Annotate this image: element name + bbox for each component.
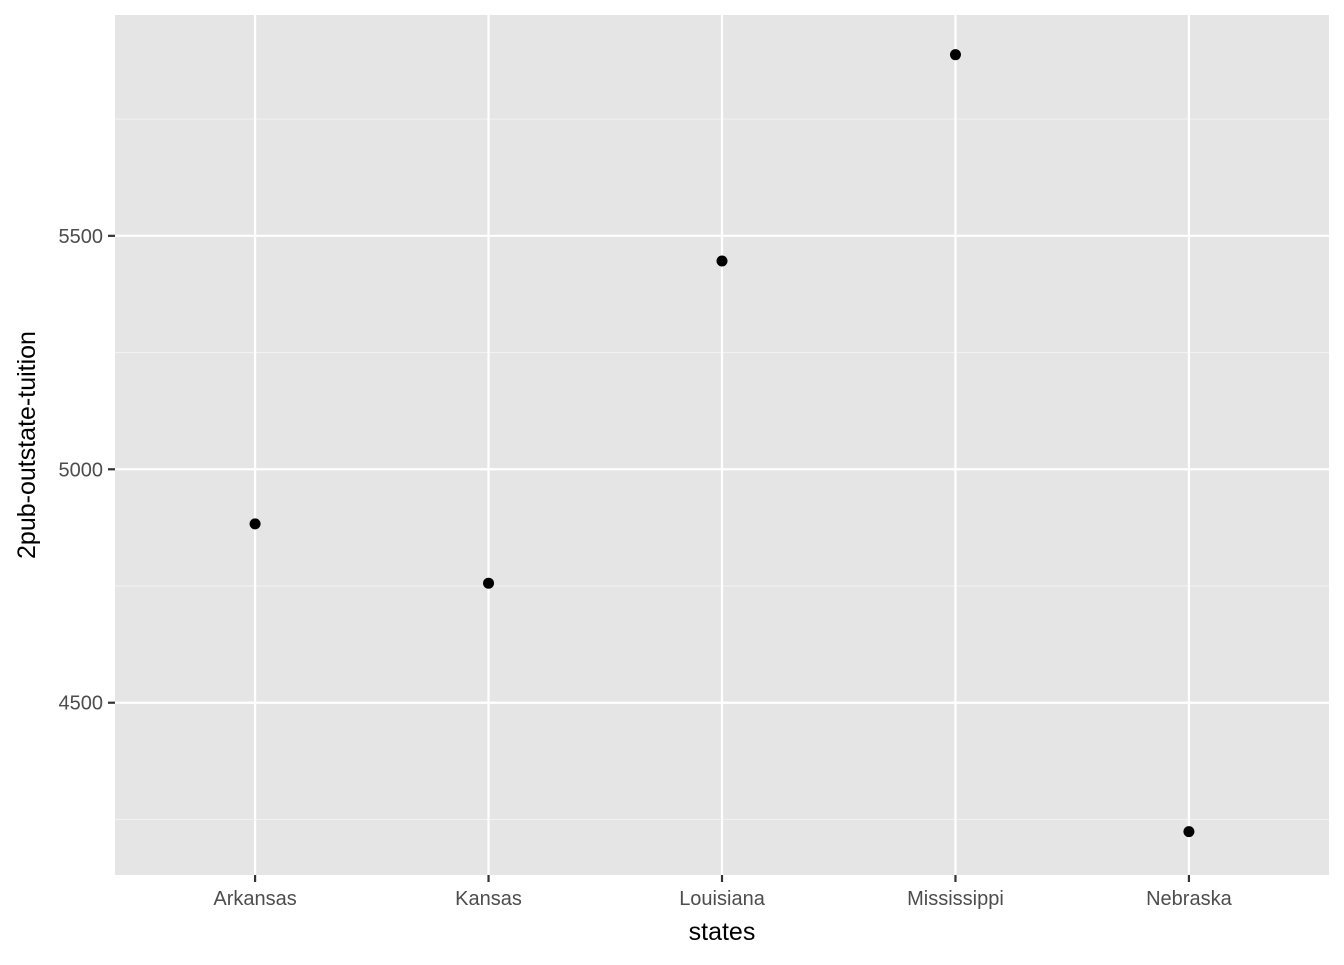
data-point-nebraska	[1183, 826, 1195, 838]
data-point-louisiana	[716, 255, 728, 267]
y-tick-label: 5000	[59, 459, 104, 481]
data-points	[249, 49, 1195, 838]
x-tick-label: Nebraska	[1146, 888, 1232, 910]
major-gridlines	[115, 15, 1329, 875]
data-point-mississippi	[949, 49, 961, 61]
x-axis-title: states	[689, 918, 756, 946]
y-axis-title: 2pub-outstate-tuition	[13, 331, 41, 559]
x-tick-label: Arkansas	[213, 888, 296, 910]
x-tick-label: Louisiana	[679, 888, 766, 910]
x-tick-label: Mississippi	[907, 888, 1004, 910]
data-point-kansas	[483, 577, 495, 589]
y-axis: 4500 5000 5500	[59, 226, 115, 715]
y-tick-label: 5500	[59, 226, 104, 248]
data-point-arkansas	[249, 518, 261, 530]
x-axis: Arkansas Kansas Louisiana Mississippi Nebras…	[213, 875, 1233, 910]
y-tick-label: 4500	[59, 693, 104, 715]
x-tick-label: Kansas	[455, 888, 522, 910]
